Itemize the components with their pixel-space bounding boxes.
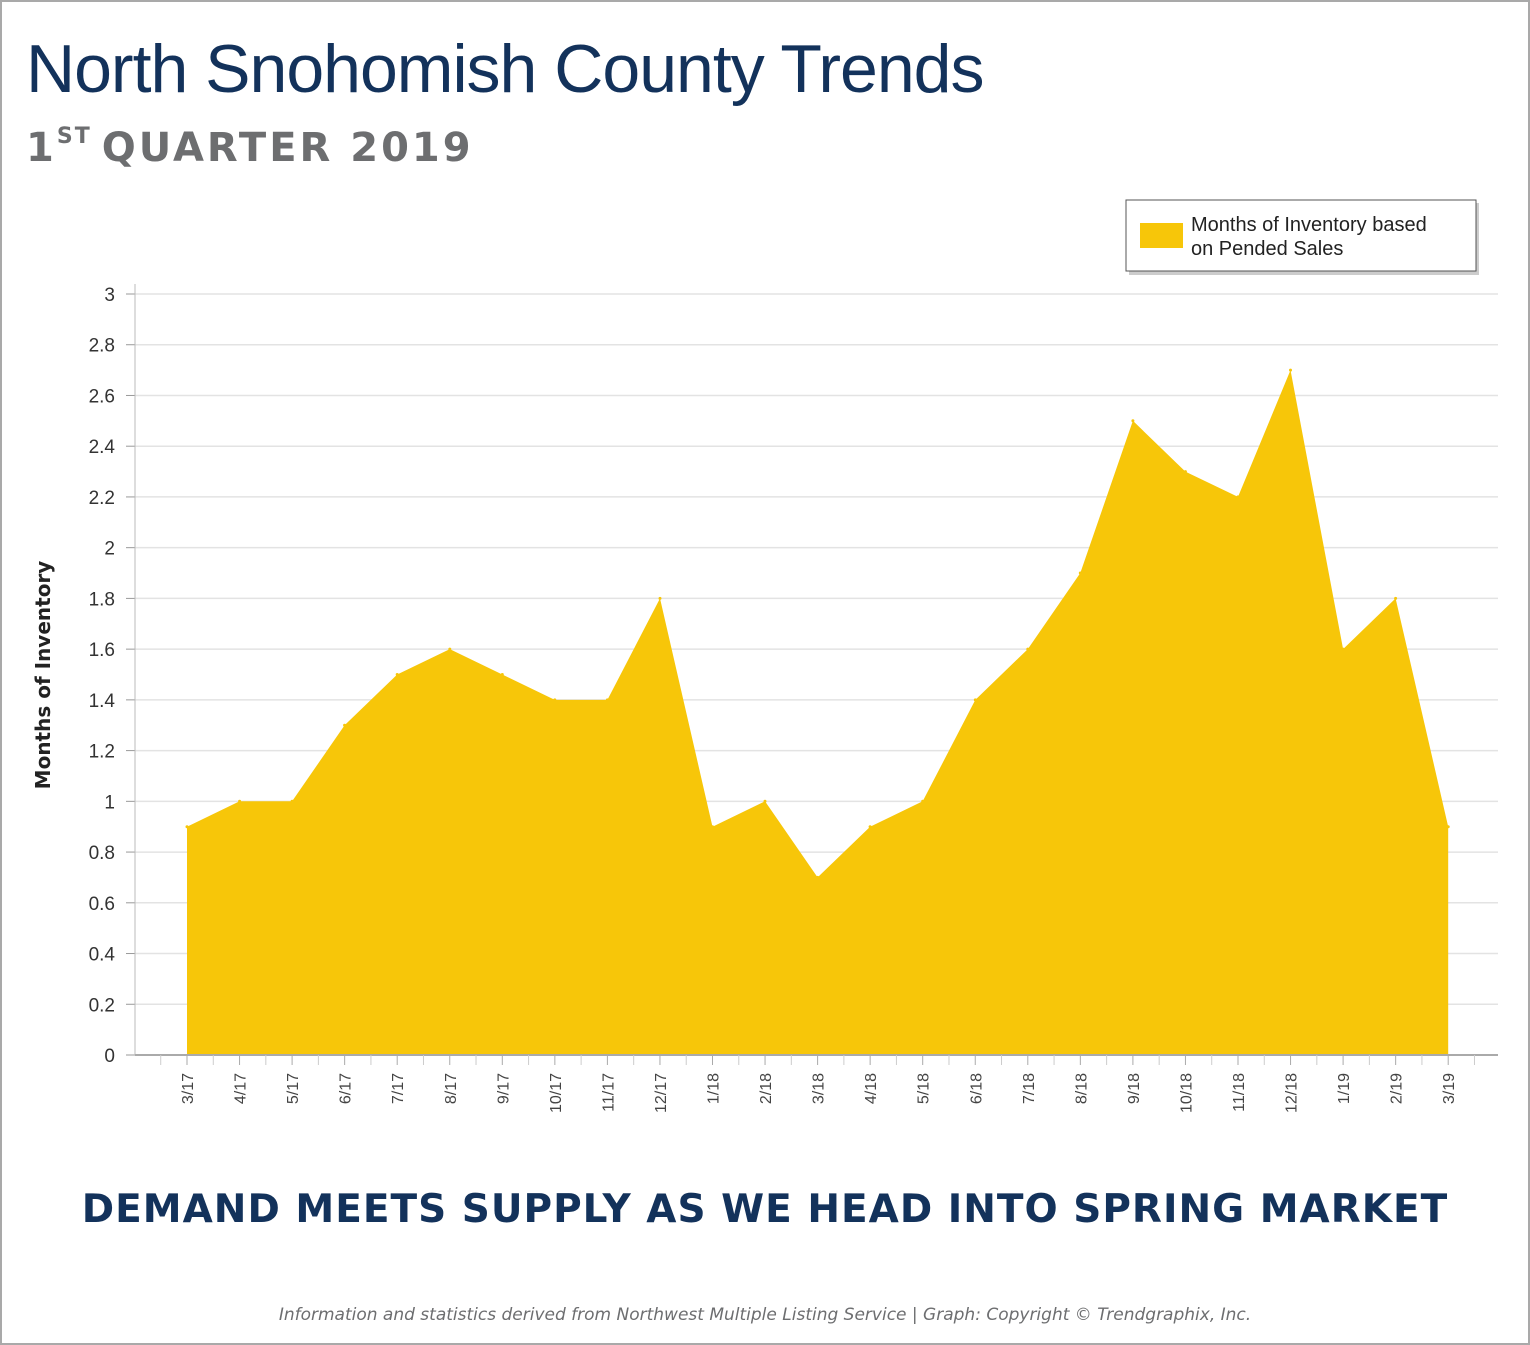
area-layer [185,368,1450,1056]
y-tick-label: 0 [104,1046,115,1067]
data-point [605,698,609,702]
y-tick-label: 1.8 [89,589,115,610]
y-axis-title: Months of Inventory [31,561,55,790]
x-tick-label: 2/19 [1389,1073,1406,1104]
legend-box [1125,199,1477,272]
x-tick-label: 3/17 [180,1073,197,1104]
page-title: North Snohomish County Trends [26,31,984,107]
y-tick-label: 3 [104,285,115,306]
data-point [290,799,294,803]
x-tick-label: 9/18 [1126,1073,1143,1104]
x-tick-label: 10/18 [1178,1073,1195,1113]
data-point [1026,647,1030,651]
y-tick-label: 2.4 [89,437,116,458]
y-tick-label: 1.2 [89,742,115,763]
y-tick-label: 0.8 [89,843,115,864]
x-tick-label: 4/18 [863,1073,880,1104]
source-footer: Information and statistics derived from … [278,1305,1252,1325]
data-point [816,875,820,879]
y-tick-label: 0.4 [89,945,116,966]
y-tick-label: 1 [104,792,115,813]
x-tick-label: 6/17 [338,1073,355,1104]
x-tick-label: 2/18 [758,1073,775,1104]
headline: DEMAND MEETS SUPPLY AS WE HEAD INTO SPRI… [81,1187,1449,1232]
x-tick-label: 1/19 [1336,1073,1353,1104]
data-point [1236,495,1240,499]
data-point [1341,647,1345,651]
subtitle-ordinal: ST [56,124,92,149]
data-point [448,647,452,651]
axis-layer: 0 0.2 0.4 0.6 0.8 1 1.2 1.4 1.6 1.8 2 2.2 2.4 2.6 2.8 3… [31,284,1498,1113]
x-tick-label: 6/18 [968,1073,985,1104]
x-tick-label: 7/17 [390,1073,407,1104]
data-point [1183,470,1187,474]
legend-label: Months of Inventory based [1191,214,1427,236]
y-tick-label: 1.4 [89,691,116,712]
x-tick-label: 3/19 [1441,1073,1458,1104]
data-point [921,799,925,803]
data-point [1289,368,1292,372]
data-point [1131,419,1135,423]
y-tick-label: 2.8 [89,336,115,357]
x-tick-label: 5/17 [285,1073,302,1104]
data-point [868,825,872,829]
y-tick-label: 0.2 [89,995,115,1016]
x-tick-label: 7/18 [1021,1073,1038,1104]
subtitle-number: 1 [26,125,57,171]
x-tick-label: 9/17 [495,1073,512,1104]
y-tick-label: 1.6 [89,640,115,661]
x-tick-label: 10/17 [548,1073,565,1113]
data-point [1078,571,1082,575]
y-tick-label: 2.6 [89,386,115,407]
data-point [1446,825,1450,829]
data-point [343,723,347,727]
x-tick-label: 8/18 [1073,1073,1090,1104]
x-tick-label: 12/17 [653,1073,670,1113]
x-tick-label: 8/17 [443,1073,460,1104]
data-point [711,825,714,829]
data-point [763,799,767,803]
x-tick-label: 4/17 [233,1073,250,1104]
data-point [973,698,977,702]
page-subtitle: 1ST QUARTER 2019 [26,124,474,171]
x-tick-label: 5/18 [916,1073,933,1104]
y-tick-label: 2 [104,539,115,560]
data-point [185,825,189,829]
y-tick-label: 0.6 [89,894,115,915]
data-point [395,673,399,676]
y-tick-label: 2.2 [89,488,115,509]
inventory-area-chart: 0 0.2 0.4 0.6 0.8 1 1.2 1.4 1.6 1.8 2 2.2 2.4 2.6 2.8 3… [31,199,1498,1113]
series-area [187,370,1449,1056]
legend-label: on Pended Sales [1191,238,1343,260]
legend-swatch [1140,223,1183,248]
x-tick-label: 1/18 [706,1073,723,1104]
x-tick-label: 11/17 [600,1073,617,1112]
x-tick-label: 11/18 [1231,1073,1248,1112]
subtitle-period: QUARTER 2019 [101,125,474,171]
data-point [500,673,504,676]
data-point [658,596,662,600]
data-point [553,698,557,702]
data-point [1394,596,1398,600]
data-point [238,799,242,803]
x-tick-label: 3/18 [811,1073,828,1104]
x-tick-label: 12/18 [1284,1073,1301,1113]
